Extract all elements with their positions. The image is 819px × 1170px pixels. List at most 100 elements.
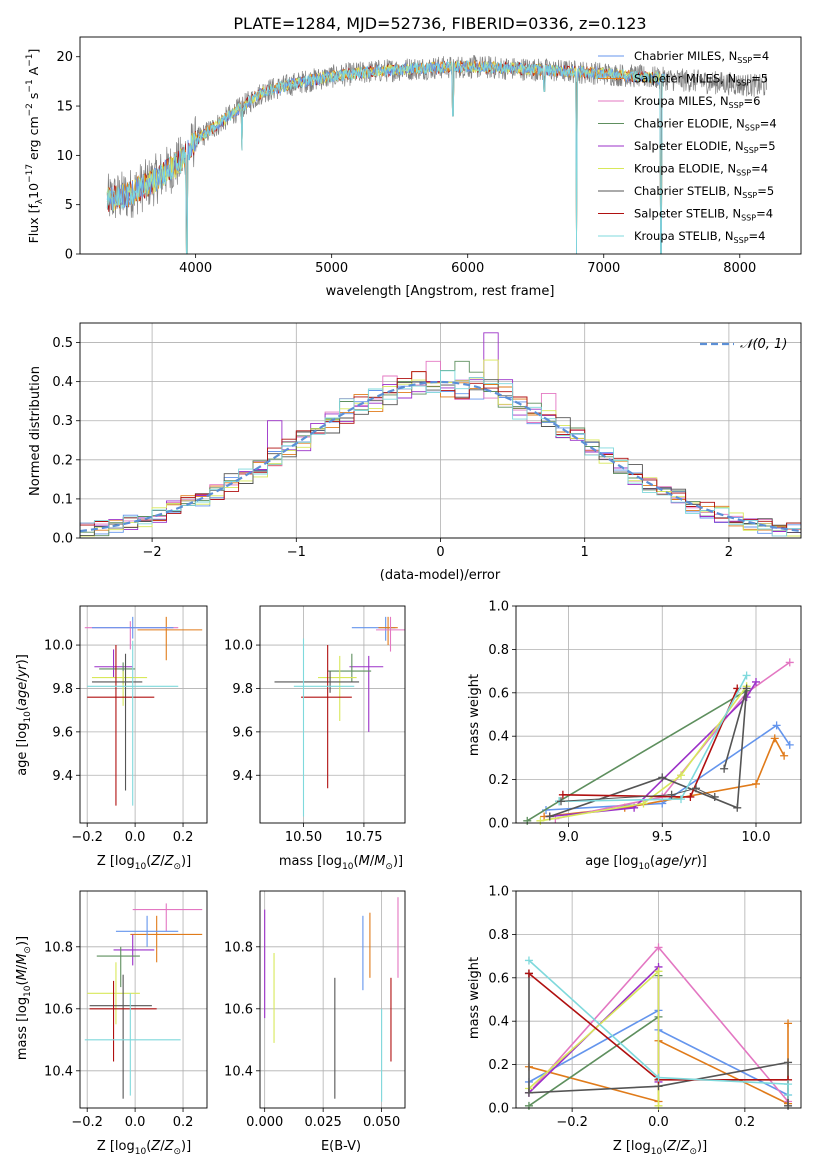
age-vs-z-xtick-label: 0.2 xyxy=(173,830,194,845)
spectrum-legend-label: Salpeter MILES, NSSP=5 xyxy=(634,72,768,88)
mass-vs-z-frame xyxy=(79,890,208,1109)
mass-vs-z-ytick-label: 10.6 xyxy=(44,1002,73,1017)
mass-vs-z-ytick-label: 10.8 xyxy=(44,940,73,955)
weight-vs-age-point-marker xyxy=(639,799,648,808)
spectrum-frame xyxy=(79,36,802,255)
spectrum-xlabel: wavelength [Angstrom, rest frame] xyxy=(326,284,555,299)
weight-vs-z-point-marker xyxy=(524,956,533,965)
weight-vs-z-ytick-label: 0.2 xyxy=(488,1058,509,1073)
weight-vs-z-xtick-label: 0.2 xyxy=(735,1115,756,1130)
mass-vs-z-ytick-label: 10.4 xyxy=(44,1064,73,1079)
weight-vs-z-point-marker xyxy=(654,1073,663,1082)
weight-vs-z-series-line xyxy=(528,969,660,1106)
residual-ytick-label: 0.0 xyxy=(52,532,73,547)
weight-vs-z-ytick-label: 0.0 xyxy=(488,1102,509,1117)
mass-vs-z-panel: −0.2 0.0 0.2 10.4 10.6 10.8 xyxy=(44,890,208,1130)
weight-vs-age-series-line xyxy=(545,724,791,811)
weight-vs-age-ytick-label: 0.6 xyxy=(488,686,509,701)
weight-vs-age-point-marker xyxy=(772,721,781,730)
mass-vs-ebv-frame xyxy=(259,890,406,1109)
weight-vs-age-point-marker xyxy=(558,790,567,799)
spectrum-legend-label: Chabrier MILES, NSSP=4 xyxy=(634,49,769,65)
weight-vs-z-point-marker xyxy=(524,1101,533,1110)
age-vs-mass-xtick-label: 10.50 xyxy=(285,830,322,845)
spectrum-legend-label: Kroupa ELODIE, NSSP=4 xyxy=(634,162,768,178)
weight-vs-z-xlabel: Z [log10(Z/Z⊙)] xyxy=(613,1139,707,1157)
spectrum-xtick-label: 6000 xyxy=(451,261,484,276)
weight-vs-z-point-marker xyxy=(784,1058,793,1067)
residual-xtick-label: 2 xyxy=(725,545,733,560)
spectrum-xtick-label: 8000 xyxy=(723,261,756,276)
residual-xtick-label: 0 xyxy=(436,545,444,560)
age-vs-z-ytick-label: 9.6 xyxy=(52,725,73,740)
weight-vs-age-ytick-label: 0.8 xyxy=(488,643,509,658)
residual-xtick-label: −1 xyxy=(287,545,306,560)
residual-ytick-label: 0.2 xyxy=(52,453,73,468)
residual-normal-curve xyxy=(79,380,802,533)
weight-vs-age-xtick-label: 10.0 xyxy=(742,830,771,845)
spectrum-panel: 4000 5000 6000 7000 8000 0 5 10 15 20 Chabrier MIL… xyxy=(56,36,802,276)
spectrum-ytick-label: 20 xyxy=(56,50,73,65)
spectrum-ylabel: Flux [fλ10−17 erg cm−2 s−1 A−1] xyxy=(25,49,45,244)
spectrum-legend-label: Salpeter STELIB, NSSP=4 xyxy=(634,207,773,223)
spectrum-ytick-label: 0 xyxy=(65,248,73,263)
weight-vs-age-point-marker xyxy=(536,816,545,825)
weight-vs-z-ytick-label: 0.4 xyxy=(488,1015,509,1030)
weight-vs-z-ytick-label: 1.0 xyxy=(488,885,509,900)
weight-vs-age-point-marker xyxy=(785,658,794,667)
spectrum-ytick-label: 10 xyxy=(56,149,73,164)
weight-vs-age-panel: 9.0 9.5 10.0 0.0 0.2 0.4 0.6 0.8 1.0 xyxy=(488,600,802,845)
weight-vs-age-point-marker xyxy=(557,797,565,806)
weight-vs-age-series-line xyxy=(560,787,715,802)
spectrum-legend-label: Kroupa MILES, NSSP=6 xyxy=(634,94,760,110)
weight-vs-z-point-marker xyxy=(654,967,663,976)
weight-vs-age-series-line xyxy=(559,675,748,803)
spectrum-legend-label: Salpeter ELODIE, NSSP=5 xyxy=(634,139,776,155)
weight-vs-age-point-marker xyxy=(742,684,751,693)
weight-vs-z-panel: −0.2 0.0 0.2 0.0 0.2 0.4 0.6 0.8 1.0 xyxy=(488,885,802,1130)
weight-vs-age-point-marker xyxy=(545,812,554,821)
spectrum-model-line xyxy=(106,60,666,255)
mass-vs-z-xlabel: Z [log10(Z/Z⊙)] xyxy=(97,1139,191,1157)
weight-vs-age-xtick-label: 9.0 xyxy=(558,830,579,845)
figure-title: PLATE=1284, MJD=52736, FIBERID=0336, z=0… xyxy=(233,14,646,33)
residual-histogram-step xyxy=(79,370,801,538)
age-vs-mass-ytick-label: 9.4 xyxy=(232,769,253,784)
age-vs-z-frame xyxy=(79,605,208,824)
weight-vs-age-point-marker xyxy=(677,795,685,804)
residual-legend-label: 𝒩(0, 1) xyxy=(740,337,787,352)
age-vs-mass-ytick-label: 10.0 xyxy=(224,639,253,654)
residual-xlabel: (data-model)/error xyxy=(380,568,501,583)
weight-vs-age-ylabel: mass weight xyxy=(467,674,482,756)
spectrum-xtick-label: 4000 xyxy=(179,261,212,276)
weight-vs-z-frame xyxy=(515,890,802,1109)
mass-vs-ebv-xtick-label: 0.000 xyxy=(246,1115,283,1130)
spectrum-xtick-label: 7000 xyxy=(587,261,620,276)
age-vs-z-xlabel: Z [log10(Z/Z⊙)] xyxy=(97,854,191,872)
mass-vs-ebv-xtick-label: 0.050 xyxy=(363,1115,400,1130)
age-vs-z-xtick-label: 0.0 xyxy=(125,830,146,845)
weight-vs-age-point-marker xyxy=(667,790,676,799)
weight-vs-z-point-marker xyxy=(784,1019,793,1028)
weight-vs-z-point-marker xyxy=(784,1080,793,1089)
spectrum-legend-label: Chabrier ELODIE, NSSP=4 xyxy=(634,117,777,133)
residual-ylabel: Normed distribution xyxy=(28,366,43,496)
residual-ytick-label: 0.1 xyxy=(52,492,73,507)
weight-vs-z-series-line xyxy=(528,959,789,1095)
weight-vs-z-ytick-label: 0.8 xyxy=(488,928,509,943)
weight-vs-z-point-marker xyxy=(784,1101,793,1110)
weight-vs-age-point-marker xyxy=(770,734,779,743)
weight-vs-z-series-line xyxy=(528,975,660,1107)
residual-panel: −2 −1 0 1 2 0.0 0.1 0.2 0.3 0.4 0.5 𝒩(0, 1) xyxy=(52,322,802,560)
weight-vs-age-point-marker xyxy=(780,751,789,760)
mass-vs-ebv-ytick-label: 10.8 xyxy=(224,940,253,955)
residual-ytick-label: 0.5 xyxy=(52,336,73,351)
weight-vs-z-point-marker xyxy=(524,1088,533,1097)
age-vs-z-panel: −0.2 0.0 0.2 9.4 9.6 9.8 10.0 xyxy=(44,605,208,845)
weight-vs-age-point-marker xyxy=(733,803,742,812)
age-vs-mass-panel: 10.50 10.75 9.4 9.6 9.8 10.0 xyxy=(224,605,406,845)
age-vs-z-ylabel: age [log10(age/yr)] xyxy=(15,654,33,776)
weight-vs-age-point-marker xyxy=(752,677,760,686)
weight-vs-z-xtick-label: −0.2 xyxy=(556,1115,588,1130)
residual-ytick-label: 0.4 xyxy=(52,375,73,390)
